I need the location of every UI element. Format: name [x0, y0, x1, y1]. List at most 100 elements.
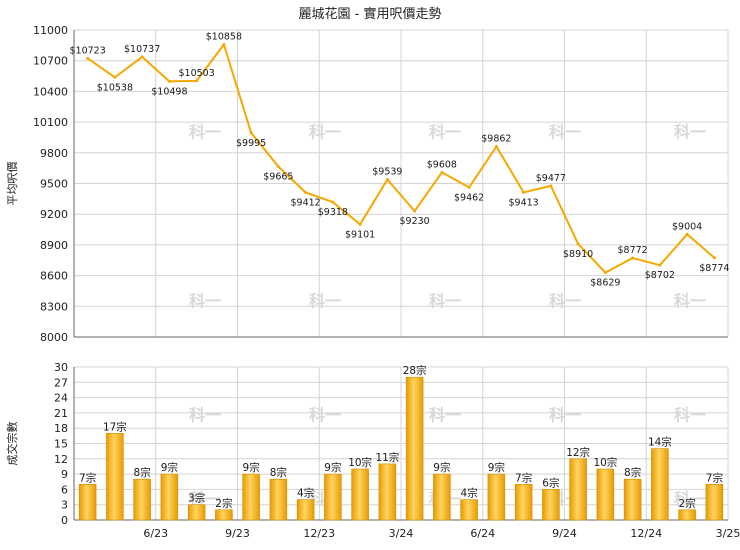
- bar-data-label: 8宗: [134, 466, 151, 479]
- data-point: [113, 75, 117, 79]
- price-data-label: $9318: [318, 207, 348, 218]
- bar-data-label: 10宗: [593, 456, 617, 469]
- data-point: [304, 191, 308, 195]
- watermark: 科一: [309, 406, 341, 425]
- bar: [623, 478, 642, 521]
- watermark: 科一: [674, 490, 706, 509]
- price-data-label: $8702: [645, 270, 675, 281]
- bar: [133, 478, 151, 521]
- price-data-label: $9462: [454, 192, 484, 203]
- bar: [433, 473, 451, 521]
- data-point: [331, 200, 335, 204]
- x-tick-label: 12/23: [303, 527, 335, 540]
- data-point: [631, 256, 635, 260]
- bar-data-label: 2宗: [215, 497, 232, 510]
- x-tick-label: 9/24: [552, 527, 577, 540]
- bar: [269, 478, 288, 521]
- y-tick-label: 8600: [40, 270, 68, 283]
- bar: [160, 473, 179, 521]
- watermark: 科一: [674, 291, 706, 310]
- bar-data-label: 6宗: [542, 476, 559, 489]
- bar: [569, 458, 587, 521]
- watermark: 科一: [189, 291, 221, 310]
- bar: [705, 483, 724, 521]
- price-data-label: $10538: [97, 82, 133, 93]
- bar-data-label: 8宗: [624, 466, 641, 479]
- y-tick-label: 0: [61, 514, 68, 527]
- data-point: [249, 131, 253, 135]
- bar-data-label: 8宗: [270, 466, 287, 479]
- data-point: [549, 184, 553, 188]
- y-tick-label: 21: [54, 407, 68, 420]
- bar-data-label: 12宗: [566, 446, 590, 459]
- watermark: 科一: [549, 122, 581, 141]
- y-tick-label: 3: [61, 499, 68, 512]
- watermark: 科一: [309, 291, 341, 310]
- price-data-label: $8772: [618, 245, 648, 256]
- y-tick-label: 9500: [40, 178, 68, 191]
- data-point: [413, 209, 417, 213]
- data-point: [494, 144, 498, 148]
- data-point: [140, 55, 144, 59]
- y-tick-label: 24: [54, 392, 68, 405]
- y-tick-label: 15: [54, 438, 68, 451]
- bar: [487, 473, 506, 521]
- watermark: 科一: [549, 406, 581, 425]
- price-data-label: $9477: [536, 173, 566, 184]
- price-panel: 8000 8300 8600 8900 9200 9500 9800 10100 10400 10…: [5, 24, 729, 344]
- bar: [324, 473, 342, 521]
- bar: [514, 483, 533, 521]
- y-tick-label: 10700: [33, 55, 68, 68]
- bar-data-label: 9宗: [433, 461, 450, 474]
- y-tick-label: 9800: [40, 147, 68, 160]
- data-point: [358, 222, 362, 226]
- chart-title: 麗城花園 - 實用呎價走勢: [299, 6, 442, 22]
- bar: [678, 509, 696, 521]
- watermark: 科一: [189, 490, 221, 509]
- bar-data-label: 7宗: [515, 471, 532, 484]
- y-tick-label: 12: [54, 453, 68, 466]
- watermark: 科一: [674, 122, 706, 141]
- bar: [405, 376, 424, 521]
- data-point: [276, 165, 280, 169]
- price-data-label: $8629: [590, 278, 620, 289]
- bar-data-label: 28宗: [403, 364, 427, 377]
- bar-data-label: 7宗: [79, 471, 96, 484]
- volume-y-axis-label: 成交宗數: [5, 422, 19, 466]
- bar-data-label: 2宗: [679, 497, 696, 510]
- y-tick-label: 9: [61, 468, 68, 481]
- price-data-label: $9862: [481, 133, 511, 144]
- bar-data-label: 4宗: [461, 487, 478, 500]
- price-y-axis-label: 平均呎價: [5, 162, 19, 206]
- bar: [542, 489, 560, 521]
- x-tick-label: 12/24: [630, 527, 662, 540]
- y-tick-label: 18: [54, 422, 68, 435]
- price-data-label: $10498: [151, 86, 187, 97]
- bar-data-label: 9宗: [488, 461, 505, 474]
- y-tick-label: 11000: [33, 24, 68, 37]
- watermark: 科一: [189, 406, 221, 425]
- bar-data-label: 4宗: [297, 487, 314, 500]
- price-data-label: $9101: [345, 229, 375, 240]
- bar: [242, 473, 260, 521]
- price-data-label: $10723: [69, 45, 105, 56]
- bar-data-label: 10宗: [348, 456, 372, 469]
- data-point: [86, 56, 90, 60]
- data-point: [603, 271, 607, 275]
- x-tick-label: 6/23: [143, 527, 168, 540]
- volume-panel: 036912151821242730科一科一科一科一科一科一科一科一科一科一成交…: [5, 361, 740, 540]
- bar-data-label: 17宗: [103, 420, 127, 433]
- bar: [106, 432, 124, 521]
- watermark: 科一: [189, 122, 221, 141]
- watermark: 科一: [674, 406, 706, 425]
- price-line: [87, 43, 716, 274]
- price-data-label: $10858: [206, 32, 242, 43]
- watermark: 科一: [549, 291, 581, 310]
- watermark: 科一: [429, 291, 461, 310]
- y-tick-label: 27: [54, 376, 68, 389]
- price-data-label: $8910: [563, 249, 593, 260]
- price-data-label: $9608: [427, 159, 457, 170]
- price-data-label: $9413: [509, 197, 539, 208]
- y-tick-label: 8300: [40, 300, 68, 313]
